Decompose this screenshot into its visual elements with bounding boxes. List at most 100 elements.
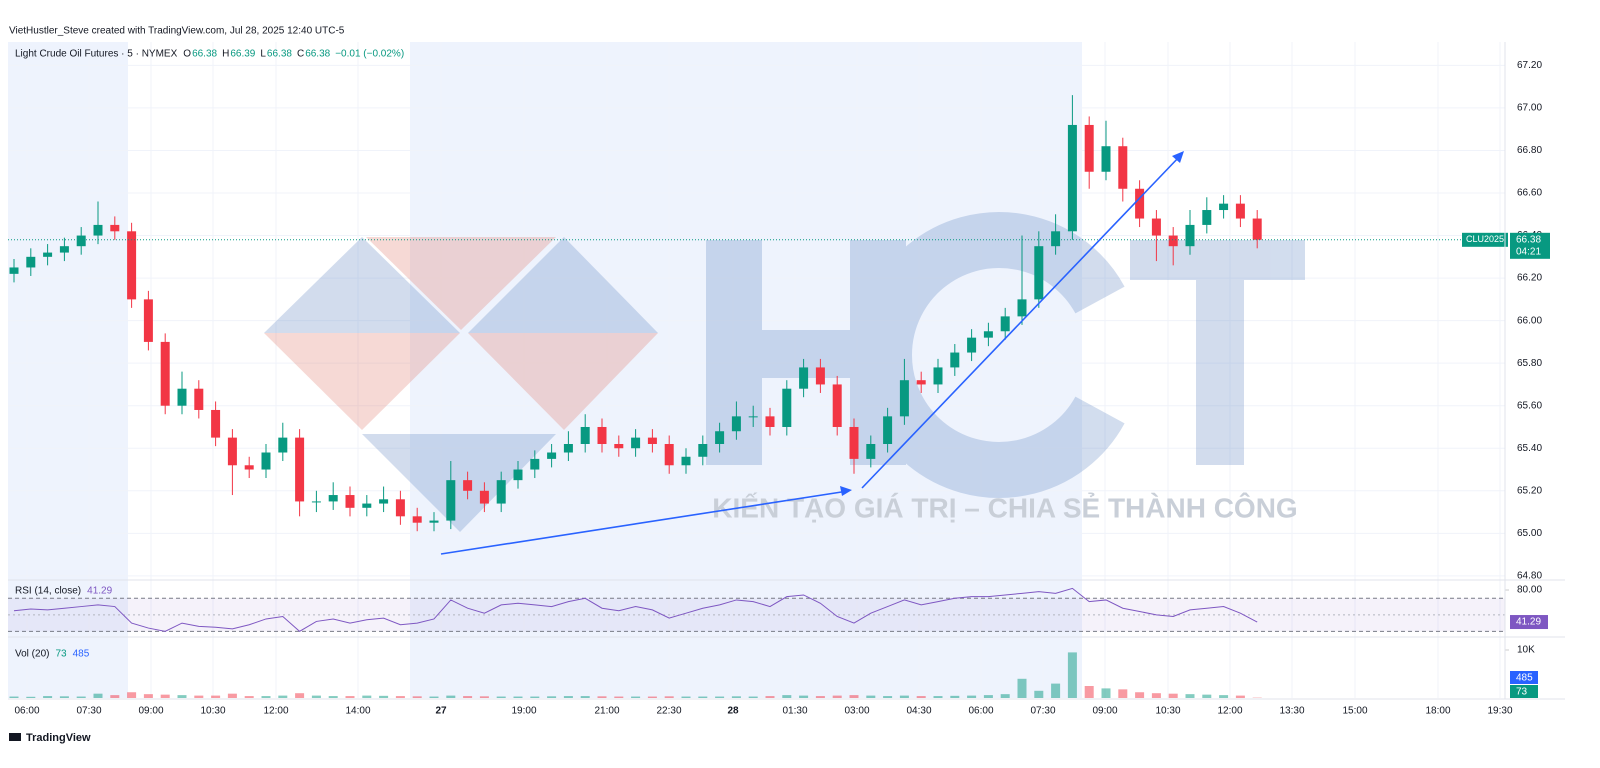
candle-body [1135,188,1145,219]
legend-item: 485 [73,649,90,660]
candle-body [832,384,842,427]
candle-body [513,469,523,481]
candle-body [127,231,137,300]
candle-body [933,367,943,385]
volume-bar [328,696,338,698]
x-tick-label: 07:30 [1030,706,1055,717]
y-tick-label: 66.80 [1517,145,1542,156]
candle-body [580,426,590,444]
volume-bar [1168,693,1178,698]
candle-body [1252,218,1262,240]
candle-body [1084,124,1094,172]
x-tick-label: 19:00 [511,706,536,717]
legend-item: 66.38 [267,49,292,60]
candle-body [177,388,187,406]
volume-bar [278,695,288,698]
volume-bar [883,696,893,698]
candle-body [681,456,691,466]
legend-item: Vol (20) [15,649,49,660]
volume-tag [1510,685,1538,698]
volume-bar [177,695,187,698]
session-shade [410,42,1082,698]
x-tick-label: 15:00 [1342,706,1367,717]
legend-item: Light Crude Oil Futures · 5 · NYMEX [15,49,178,60]
volume-bar [160,694,170,698]
volume-bar [681,696,691,698]
volume-bar [547,696,557,698]
price-tag [1510,232,1550,259]
candle-body [597,426,607,444]
candle-body [1235,203,1245,219]
candle-body [530,458,540,470]
candle-body [412,516,422,523]
candle-body [160,341,170,406]
candle-body [1219,203,1229,211]
candle-body [815,367,825,385]
x-tick-label: 03:00 [844,706,869,717]
y-tick-label: 67.20 [1517,60,1542,71]
legend: Light Crude Oil Futures · 5 · NYMEX O 66.3… [15,49,404,660]
rsi-band-fill [8,598,1505,632]
volume-bar [1202,694,1212,698]
x-tick-label: 27 [435,706,447,717]
candle-body [967,337,977,353]
candle-body [547,452,557,459]
arrow-head [840,486,852,496]
candle-body [1051,231,1061,247]
legend-item: RSI (14, close) [15,586,81,597]
candle-body [311,501,321,503]
x-tick-label: 13:30 [1279,706,1304,717]
volume-bar [748,696,758,698]
watermark-text: KIẾN TẠO GIÁ TRỊ – CHIA SẺ THÀNH CÔNG [712,491,1297,523]
candle-body [883,416,893,444]
candle-body [899,380,909,417]
rsi-tag-label: 41.29 [1516,617,1541,628]
candle-body [1202,210,1212,225]
volume-bar [530,696,540,698]
volume-bar [127,692,137,698]
legend-item: 73 [55,649,67,660]
legend-item: −0.01 (−0.02%) [335,49,404,60]
rsi-tag [1510,615,1548,630]
volume-bar [731,696,741,698]
candle-body [664,444,674,466]
candle-body [143,299,153,342]
candle-body [26,256,36,268]
candle-body [244,465,254,470]
volume-bar [43,696,53,698]
candle-body [1118,146,1128,189]
volume-bar [1000,694,1010,698]
volume-bar [227,693,237,698]
candle-body [1151,218,1161,236]
candle-body [731,416,741,432]
candle-body [748,416,758,418]
volume-bar [496,696,506,698]
x-tick-label: 12:00 [263,706,288,717]
volume-bar [563,696,573,698]
volume-bar [93,693,103,698]
candle-body [698,444,708,457]
volume-bar [26,696,36,698]
candle-body [9,267,19,274]
candle-body [479,490,489,504]
volume-bar [429,696,439,698]
x-tick-label: 10:30 [1155,706,1180,717]
volume-bar [631,696,641,698]
candle-body [278,437,288,453]
x-tick-label: 28 [727,706,739,717]
candle-body [1101,146,1111,172]
candle-body [395,499,405,517]
candle-body [1000,316,1010,332]
volume-bar [614,696,624,698]
x-tick-label: 21:00 [594,706,619,717]
candle-body [496,480,506,504]
legend-item: 41.29 [87,586,112,597]
x-tick-label: 04:30 [906,706,931,717]
volume-bar [143,694,153,698]
y-tick-label: 66.60 [1517,188,1542,199]
candle-body [563,444,573,453]
x-tick-label: 22:30 [656,706,681,717]
x-tick-label: 09:00 [138,706,163,717]
volume-bar [698,696,708,698]
y-tick-label: 66.00 [1517,315,1542,326]
